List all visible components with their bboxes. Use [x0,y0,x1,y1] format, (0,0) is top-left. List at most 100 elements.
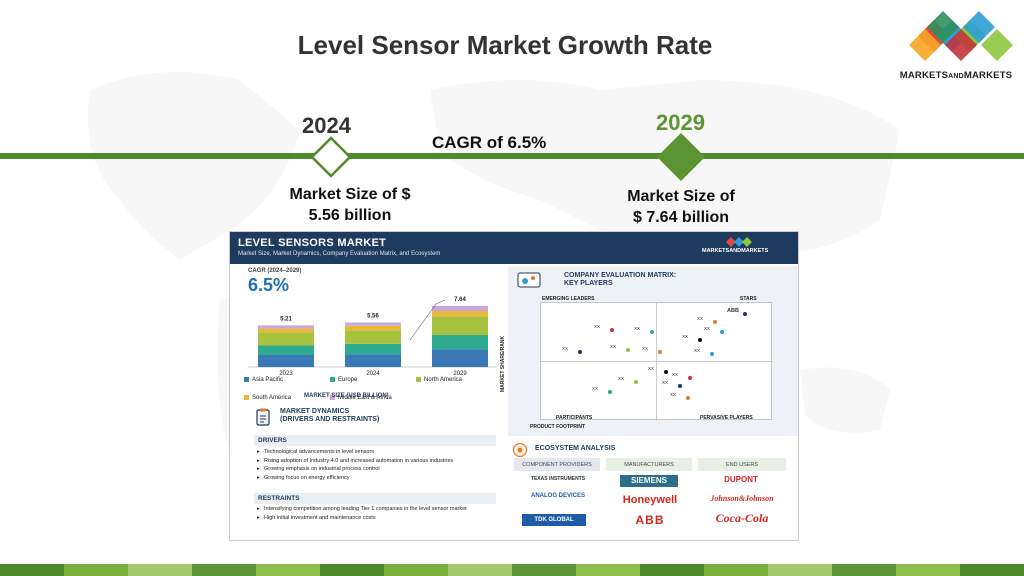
bar-segment [345,330,401,344]
markets-and-markets-logo: MARKETSANDMARKETS [888,8,1024,88]
bar-segment [432,311,488,317]
stripe-segment [576,564,640,576]
market-size-start: Market Size of $5.56 billion [289,186,411,224]
matrix-point [610,328,614,332]
market-size-end: Market Size of $ 7.64 billion [627,188,735,226]
legend-item: Middle East & Africa [330,395,416,401]
quadrant-participants: PARTICIPANTS [556,415,593,421]
infographic-logo-text: MARKETSANDMARKETS [702,248,769,254]
matrix-point-label: XX [697,316,703,321]
bar-segment [258,328,314,333]
matrix-point-label: XX [694,348,700,353]
matrix-point-label: XX [670,392,676,397]
bullet-item: ▸ Growing emphasis on industrial process … [257,466,380,472]
dupont-logo: DUPONT [724,475,758,484]
legend-label: North America [424,376,463,383]
cagr-label: CAGR of 6.5% [432,133,547,152]
infographic-subtitle: Market Size, Market Dynamics, Company Ev… [238,251,441,257]
bar-total-label: 5.21 [280,316,292,322]
matrix-point-label: XX [610,344,616,349]
matrix-point [720,330,724,334]
cagr-period-label: CAGR (2024–2029) [248,268,302,274]
matrix-point [688,376,692,380]
legend-item: Asia Pacific [244,377,330,383]
legend-label: Asia Pacific [252,376,284,383]
market-dynamics-title: MARKET DYNAMICS (DRIVERS AND RESTRAINTS) [280,408,380,423]
legend-item: North America [416,377,486,383]
matrix-point [698,338,702,342]
matrix-point-label: XX [592,386,598,391]
stripe-segment [704,564,768,576]
johnson-and-johnson-logo: Johnson&Johnson [710,494,774,503]
stripe-segment [512,564,576,576]
matrix-point [634,380,638,384]
matrix-point [608,390,612,394]
cagr-value: 6.5% [248,275,290,295]
matrix-x-axis-label: PRODUCT FOOTPRINT [530,424,585,430]
quadrant-stars: STARS [740,296,757,302]
matrix-point-label: XX [642,346,648,351]
bullet-item: ▸ Intensifying competition among leading … [257,506,467,512]
matrix-point-label: XX [634,326,640,331]
ecosystem-icon [512,442,528,458]
matrix-y-axis-label: MARKET SHARE/RANK [500,335,506,392]
stripe-segment [320,564,384,576]
bottom-decorative-bar [0,564,1024,576]
category-label: 2029 [453,371,467,377]
texas-instruments-logo: TEXAS INSTRUMENTS [530,476,586,482]
infographic-title: LEVEL SENSORS MARKET [238,237,387,249]
matrix-point [664,370,668,374]
slide-title: Level Sensor Market Growth Rate [297,30,713,60]
matrix-point [678,384,682,388]
eco-col-end-users: END USERS [698,458,786,471]
stripe-segment [448,564,512,576]
legend-item: Europe [330,377,416,383]
analog-devices-logo: ANALOG DEVICES [530,493,585,499]
eco-col-manufacturers: MANUFACTURERS [606,458,692,471]
matrix-point-label: XX [594,324,600,329]
chart-legend: Asia Pacific Europe North America South Ame… [244,369,494,405]
matrix-point-label: ABB [727,308,739,314]
matrix-point [658,350,662,354]
matrix-icon [517,272,541,288]
stripe-segment [64,564,128,576]
market-size-chart: 5.21 2023 5.56 2024 7.64 2029 [248,297,496,377]
timeline-marker-2029 [657,133,705,181]
category-label: 2023 [279,371,293,377]
stripe-segment [896,564,960,576]
restraints-header: RESTRAINTS [254,493,496,504]
matrix-point [578,350,582,354]
stripe-segment [832,564,896,576]
bar-segment [345,354,401,367]
quadrant-pervasive-players: PERVASIVE PLAYERS [700,415,753,421]
bar-segment [432,335,488,350]
bar-segment [432,305,488,311]
honeywell-logo: Honeywell [622,494,678,506]
bar-total-label: 5.56 [367,314,379,320]
drivers-header: DRIVERS [254,435,496,446]
stripe-segment [192,564,256,576]
timeline-marker-2024 [310,136,352,178]
legend-label: Europe [338,376,358,383]
drivers-list: ▸ Technological advancements in level sen… [256,449,496,483]
matrix-point [686,396,690,400]
bar-segment [258,355,314,367]
stripe-segment [960,564,1024,576]
matrix-point-label: XX [618,376,624,381]
coca-cola-logo: Coca-Cola [715,511,769,525]
bar-segment [345,322,401,326]
bar-total-label: 7.64 [454,297,466,303]
bullet-marker: ▸ [257,506,260,512]
bar-segment [258,332,314,346]
legend-swatch [244,377,249,382]
clipboard-icon [256,408,270,426]
infographic-panel: LEVEL SENSORS MARKET Market Size, Market… [229,231,799,541]
restraints-list: ▸ Intensifying competition among leading … [256,506,496,523]
bullet-marker: ▸ [257,457,260,464]
matrix-point [626,348,630,352]
matrix-point [710,352,714,356]
bullet-marker: ▸ [257,449,260,455]
siemens-logo: SIEMENS [620,475,678,487]
legend-label: Middle East & Africa [338,394,392,401]
